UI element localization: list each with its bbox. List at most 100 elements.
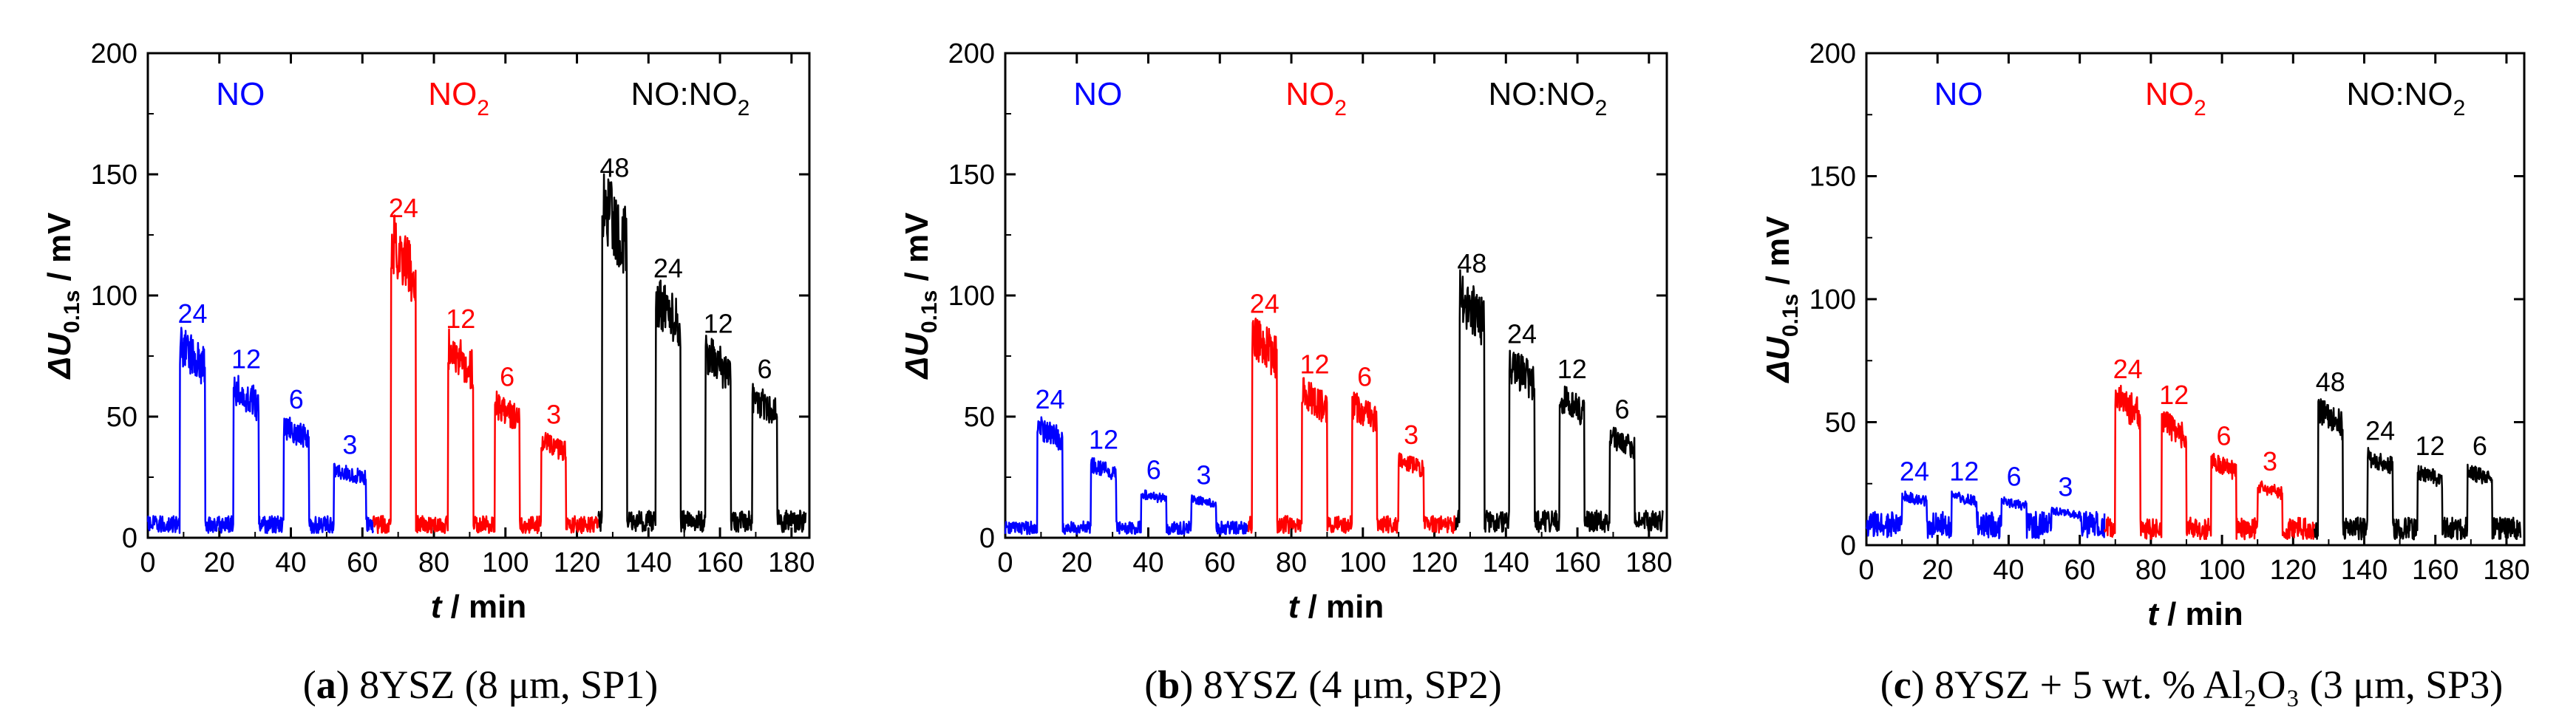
series-trace-no2 (2104, 384, 2316, 541)
x-tick-label: 180 (1625, 547, 1672, 578)
x-axis-title-unit: / min (1299, 589, 1384, 625)
pulse-label: 6 (2473, 431, 2487, 461)
x-tick-label: 120 (1411, 547, 1458, 578)
y-tick-label: 150 (91, 160, 137, 191)
y-axis-title-main: ΔU (1760, 336, 1796, 384)
series-trace-no2 (1247, 317, 1457, 535)
y-tick-label: 150 (948, 160, 995, 191)
x-tick-label: 180 (2483, 555, 2529, 586)
x-tick-label: 160 (2412, 555, 2458, 586)
region-label-sub: 2 (2453, 96, 2466, 120)
region-label-no2: NO2 (428, 76, 489, 120)
pulse-label: 12 (704, 309, 733, 339)
y-axis-title-unit: / mV (899, 212, 935, 290)
plot-frame (146, 52, 811, 539)
y-axis-title-unit: / mV (1760, 216, 1796, 294)
x-tick-label: 180 (768, 547, 815, 578)
pulse-label: 12 (446, 304, 475, 334)
pulse-label: 12 (1299, 349, 1329, 379)
pulse-label: 24 (1507, 318, 1537, 349)
panel-caption: (b) 8YSZ (4 μm, SP2) (1144, 663, 1502, 707)
x-tick-label: 100 (482, 547, 529, 578)
caption-close-paren: ) (1911, 663, 1925, 707)
x-tick-label: 60 (2064, 555, 2096, 586)
region-label-main: NO (1934, 76, 1983, 112)
region-label-mix: NO:NO2 (2346, 76, 2465, 120)
y-tick-label: 0 (122, 523, 137, 554)
region-label-no2: NO2 (1285, 76, 1347, 120)
region-label-sub: 2 (1334, 96, 1347, 120)
y-tick-label: 100 (91, 281, 137, 312)
pulse-label: 6 (289, 384, 304, 414)
x-tick-label: 60 (347, 547, 378, 578)
x-tick-label: 120 (554, 547, 600, 578)
pulse-label: 6 (2007, 462, 2022, 492)
region-label-no2: NO2 (2145, 76, 2206, 120)
y-tick-label: 100 (1809, 284, 1856, 315)
x-axis-title-unit: / min (2158, 596, 2243, 632)
pulse-label: 3 (1196, 459, 1211, 490)
chart-panel-b: 0 20 40 60 80 100 120 140 160 180 0 50 100 150 200 t / … (899, 38, 1673, 707)
x-axis-title-unit: / min (441, 589, 526, 625)
x-axis-title: t / min (2147, 596, 2243, 632)
pulse-label: 3 (342, 429, 357, 459)
series-trace-mix (597, 173, 807, 533)
caption-open-paren: ( (303, 663, 316, 707)
pulse-label: 3 (2058, 472, 2073, 502)
x-tick-label: 20 (204, 547, 235, 578)
y-axis-title-sub: 0.1s (917, 290, 942, 333)
x-tick-label: 160 (1554, 547, 1600, 578)
chart-panel-c: 0 20 40 60 80 100 120 140 160 180 0 50 100 150 200 t / … (1760, 38, 2530, 707)
x-axis-title-var: t (431, 589, 444, 625)
y-axis-title: ΔU0.1s / mV (899, 212, 942, 380)
panel-caption: (c) 8YSZ + 5 wt. % Al₂O₃ (3 μm, SP3) (1880, 663, 2504, 707)
region-label-main: NO (428, 76, 477, 112)
x-axis-title: t / min (1288, 589, 1384, 625)
y-tick-label: 50 (964, 402, 995, 433)
x-axis-title: t / min (431, 589, 527, 625)
y-tick-label: 200 (91, 38, 137, 69)
region-label-no: NO (1073, 76, 1122, 112)
y-axis-title-main: ΔU (41, 332, 78, 380)
caption-text: 8YSZ (8 μm, SP1) (350, 663, 659, 707)
pulse-label: 12 (2159, 380, 2189, 410)
x-axis-title-var: t (2147, 596, 2160, 632)
caption-close-paren: ) (336, 663, 350, 707)
chart-panel-a: 0 20 40 60 80 100 120 140 160 180 0 50 100 150 200 t / … (41, 38, 815, 707)
x-tick-label: 140 (1483, 547, 1529, 578)
series-trace-no (1865, 490, 2106, 540)
y-tick-label: 0 (1841, 530, 1856, 561)
x-tick-label: 0 (997, 547, 1013, 578)
x-tick-label: 100 (1339, 547, 1386, 578)
panel-caption: (a) 8YSZ (8 μm, SP1) (303, 663, 658, 707)
region-label-mix: NO:NO2 (631, 76, 750, 120)
pulse-label: 3 (2263, 446, 2277, 476)
x-tick-label: 0 (1858, 555, 1874, 586)
caption-open-paren: ( (1144, 663, 1158, 707)
pulse-label: 48 (2316, 367, 2345, 397)
region-label-main: NO (1073, 76, 1122, 112)
pulse-label: 3 (546, 400, 561, 430)
caption-letter: c (1894, 663, 1911, 707)
region-label-sub: 2 (1595, 96, 1608, 120)
series-trace-no (146, 326, 375, 535)
pulse-label: 48 (599, 152, 629, 182)
y-tick-label: 200 (948, 38, 995, 69)
pulse-label: 24 (1900, 457, 1929, 487)
caption-letter: a (316, 663, 336, 707)
y-tick-label: 200 (1809, 38, 1856, 69)
caption-text: 8YSZ (4 μm, SP2) (1193, 663, 1502, 707)
x-axis-title-var: t (1288, 589, 1301, 625)
pulse-label: 6 (758, 354, 772, 384)
caption-open-paren: ( (1880, 663, 1894, 707)
y-axis-title-sub: 0.1s (1778, 294, 1803, 337)
x-tick-label: 140 (625, 547, 672, 578)
pulse-label: 3 (1404, 420, 1418, 450)
pulse-label: 24 (653, 253, 683, 284)
x-tick-label: 80 (1276, 547, 1307, 578)
region-label-sub: 2 (738, 96, 750, 120)
x-tick-label: 20 (1922, 555, 1953, 586)
region-label-no: NO (1934, 76, 1983, 112)
x-tick-label: 40 (1993, 555, 2024, 586)
region-label-main: NO (216, 76, 265, 112)
